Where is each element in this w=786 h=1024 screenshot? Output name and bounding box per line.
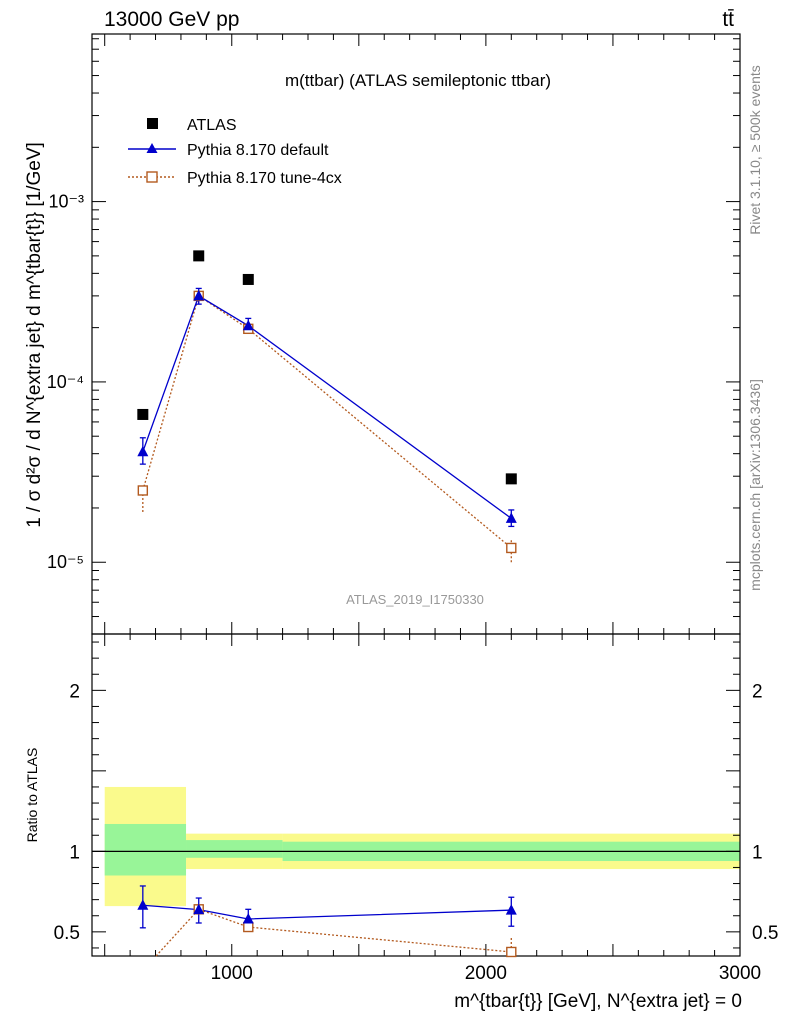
y-tick-label: 0.5 xyxy=(54,923,80,944)
tune-ratio-point xyxy=(506,946,517,958)
inner-uncertainty-band xyxy=(186,840,283,858)
tune-point xyxy=(506,542,517,554)
default-point xyxy=(193,289,205,301)
default-point xyxy=(242,319,254,331)
legend-tune-marker xyxy=(146,171,158,183)
legend-atlas-marker xyxy=(147,118,158,129)
x-tick-label: 2000 xyxy=(465,963,507,984)
default-ratio-point xyxy=(242,912,254,924)
tune-ratio-line xyxy=(155,908,512,957)
plot-title: m(ttbar) (ATLAS semileptonic ttbar) xyxy=(285,71,551,90)
atlas-data-point xyxy=(137,408,149,420)
main-plot-marks xyxy=(137,250,517,563)
default-ratio-line xyxy=(142,904,512,920)
default-series-line xyxy=(142,294,512,519)
main-axis-ticks: 10⁻³ 10⁻⁴ 10⁻⁵ xyxy=(47,34,741,635)
y-tick-label: 1 xyxy=(752,842,763,863)
mcplots-reference-text: mcplots.cern.ch [arXiv:1306.3436] xyxy=(747,379,763,591)
ratio-panel-frame xyxy=(91,633,741,957)
y-tick-label: 0.5 xyxy=(752,923,778,944)
ratio-axis-ticks: 1000 2000 3000 0.5 0.5 1 1 2 2 xyxy=(54,634,778,984)
legend-default-label: Pythia 8.170 default xyxy=(187,142,329,159)
tune-ratio-point xyxy=(243,921,254,933)
default-ratio-point xyxy=(137,899,149,910)
tune-series-line xyxy=(142,294,512,549)
atlas-data-point xyxy=(505,473,517,485)
rivet-version-text: Rivet 3.1.10, ≥ 500k events xyxy=(747,65,763,235)
legend-atlas-label: ATLAS xyxy=(187,117,237,134)
atlas-data-point xyxy=(193,250,205,262)
y-tick-label: 2 xyxy=(752,681,763,702)
y-tick-label: 10⁻⁵ xyxy=(47,552,84,572)
process-label: tt̄ xyxy=(722,8,734,31)
ratio-uncertainty-bands xyxy=(92,786,740,907)
atlas-data-point xyxy=(242,273,254,285)
analysis-label: ATLAS_2019_I1750330 xyxy=(346,592,484,607)
ratio-y-axis-label: Ratio to ATLAS xyxy=(24,748,40,843)
y-tick-label: 2 xyxy=(69,681,80,702)
y-tick-label: 10⁻⁴ xyxy=(47,372,84,392)
default-point xyxy=(505,512,517,523)
default-ratio-point xyxy=(193,903,205,915)
main-y-axis-label: 1 / σ d²σ / d N^{extra jet} d m^{tbar{t}… xyxy=(24,142,45,528)
inner-uncertainty-band xyxy=(104,823,187,876)
tune-point xyxy=(137,485,149,496)
legend-tune-label: Pythia 8.170 tune-4cx xyxy=(187,170,342,187)
x-tick-label: 1000 xyxy=(211,963,253,984)
legend: ATLAS Pythia 8.170 default Pythia 8.170 … xyxy=(128,117,342,187)
y-tick-label: 1 xyxy=(69,842,80,863)
default-ratio-point xyxy=(505,904,517,915)
ratio-plot-marks xyxy=(137,885,517,958)
legend-default-marker xyxy=(146,143,158,153)
energy-label: 13000 GeV pp xyxy=(104,8,239,31)
x-axis-label: m^{tbar{t}} [GeV], N^{extra jet} = 0 xyxy=(454,991,742,1012)
y-tick-label: 10⁻³ xyxy=(48,192,84,212)
x-tick-label: 3000 xyxy=(719,963,761,984)
default-point xyxy=(137,445,149,457)
